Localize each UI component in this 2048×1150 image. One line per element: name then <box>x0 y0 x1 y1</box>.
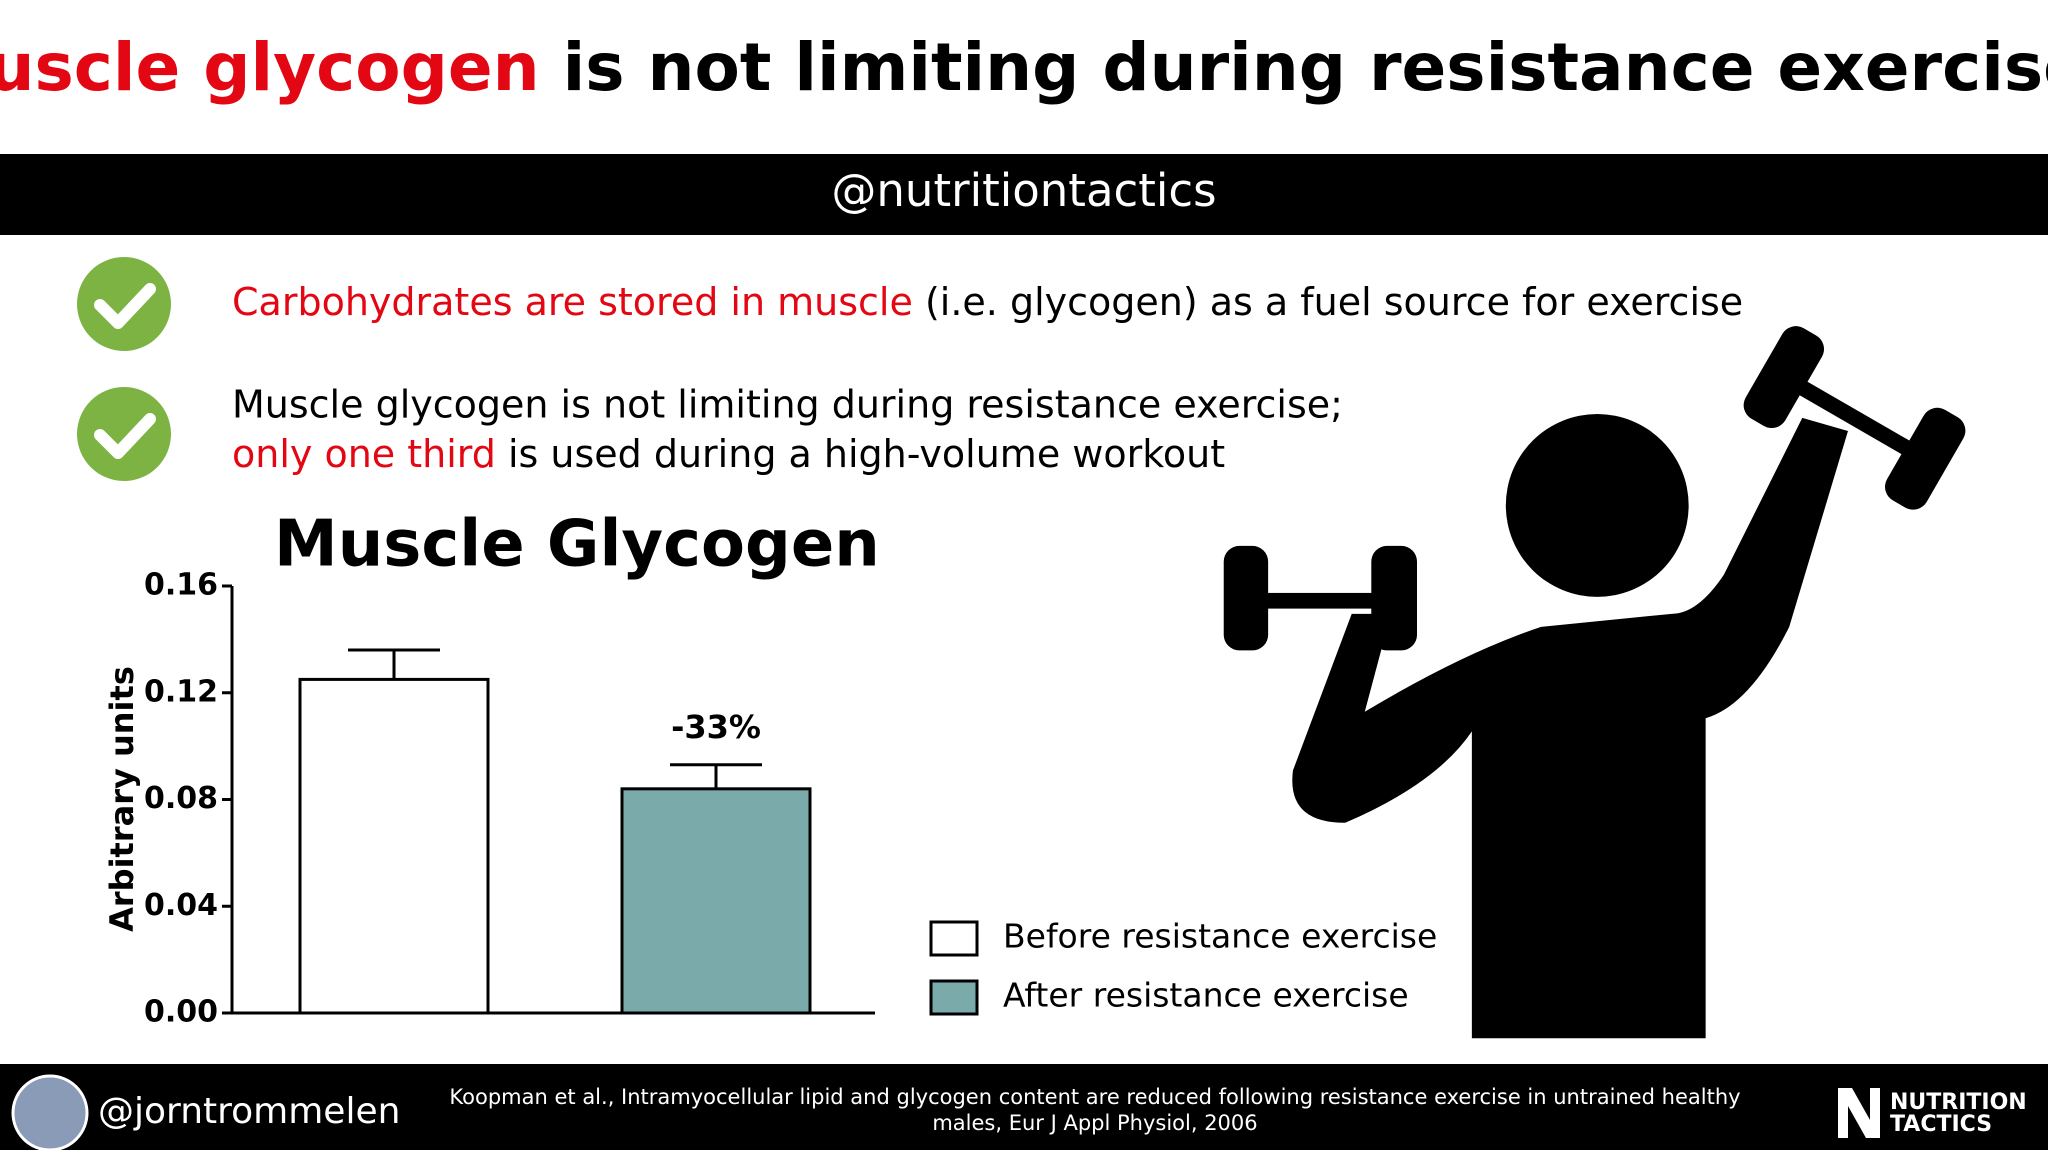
legend-swatch <box>929 920 979 957</box>
bullet-highlight: only one third <box>232 432 496 476</box>
handle-band <box>0 154 2048 235</box>
footer-band <box>0 1064 2048 1150</box>
avatar <box>11 1074 89 1150</box>
y-tick-label: 0.00 <box>144 995 218 1030</box>
y-tick-label: 0.04 <box>144 888 218 923</box>
bar-annotation: -33% <box>671 708 761 746</box>
bar <box>298 677 490 1015</box>
logo-text: TACTICS <box>1890 1112 1992 1137</box>
citation: males, Eur J Appl Physiol, 2006 <box>932 1111 1257 1135</box>
title-highlight: Muscle glycogen <box>0 29 540 106</box>
logo-text: NUTRITION <box>1890 1090 2027 1115</box>
y-tick-label: 0.16 <box>144 568 218 603</box>
title-rest: is not limiting during resistance exerci… <box>540 29 2048 106</box>
y-axis-label: Arbitrary units <box>103 666 141 932</box>
citation: Koopman et al., Intramyocellular lipid a… <box>449 1085 1740 1109</box>
legend-swatch <box>929 979 979 1016</box>
brand-handle: @nutritiontactics <box>831 164 1216 217</box>
legend-label: Before resistance exercise <box>1003 917 1437 956</box>
weightlifter-icon <box>1223 326 1966 1039</box>
chart: Muscle Glycogen Arbitrary units 0.00 0.04… <box>103 508 1437 1030</box>
check-icon <box>77 387 171 481</box>
y-tick-label: 0.08 <box>144 781 218 816</box>
bullet: Carbohydrates are stored in muscle (i.e.… <box>232 280 1743 324</box>
page-title: Muscle glycogen is not limiting during r… <box>0 29 2048 106</box>
bullet: Muscle glycogen is not limiting during r… <box>232 383 1343 427</box>
chart-title: Muscle Glycogen <box>274 508 880 582</box>
check-icon <box>77 257 171 351</box>
legend-label: After resistance exercise <box>1003 976 1409 1015</box>
logo-mark <box>1838 1088 1880 1138</box>
bullet: only one third is used during a high-vol… <box>232 432 1225 476</box>
bullet-rest: (i.e. glycogen) as a fuel source for exe… <box>913 280 1743 324</box>
author-handle: @jorntrommelen <box>98 1091 400 1132</box>
bar <box>620 787 812 1015</box>
bullet-rest: is used during a high-volume workout <box>496 432 1225 476</box>
bullet-highlight: Carbohydrates are stored in muscle <box>232 280 913 324</box>
y-tick-label: 0.12 <box>144 674 218 709</box>
